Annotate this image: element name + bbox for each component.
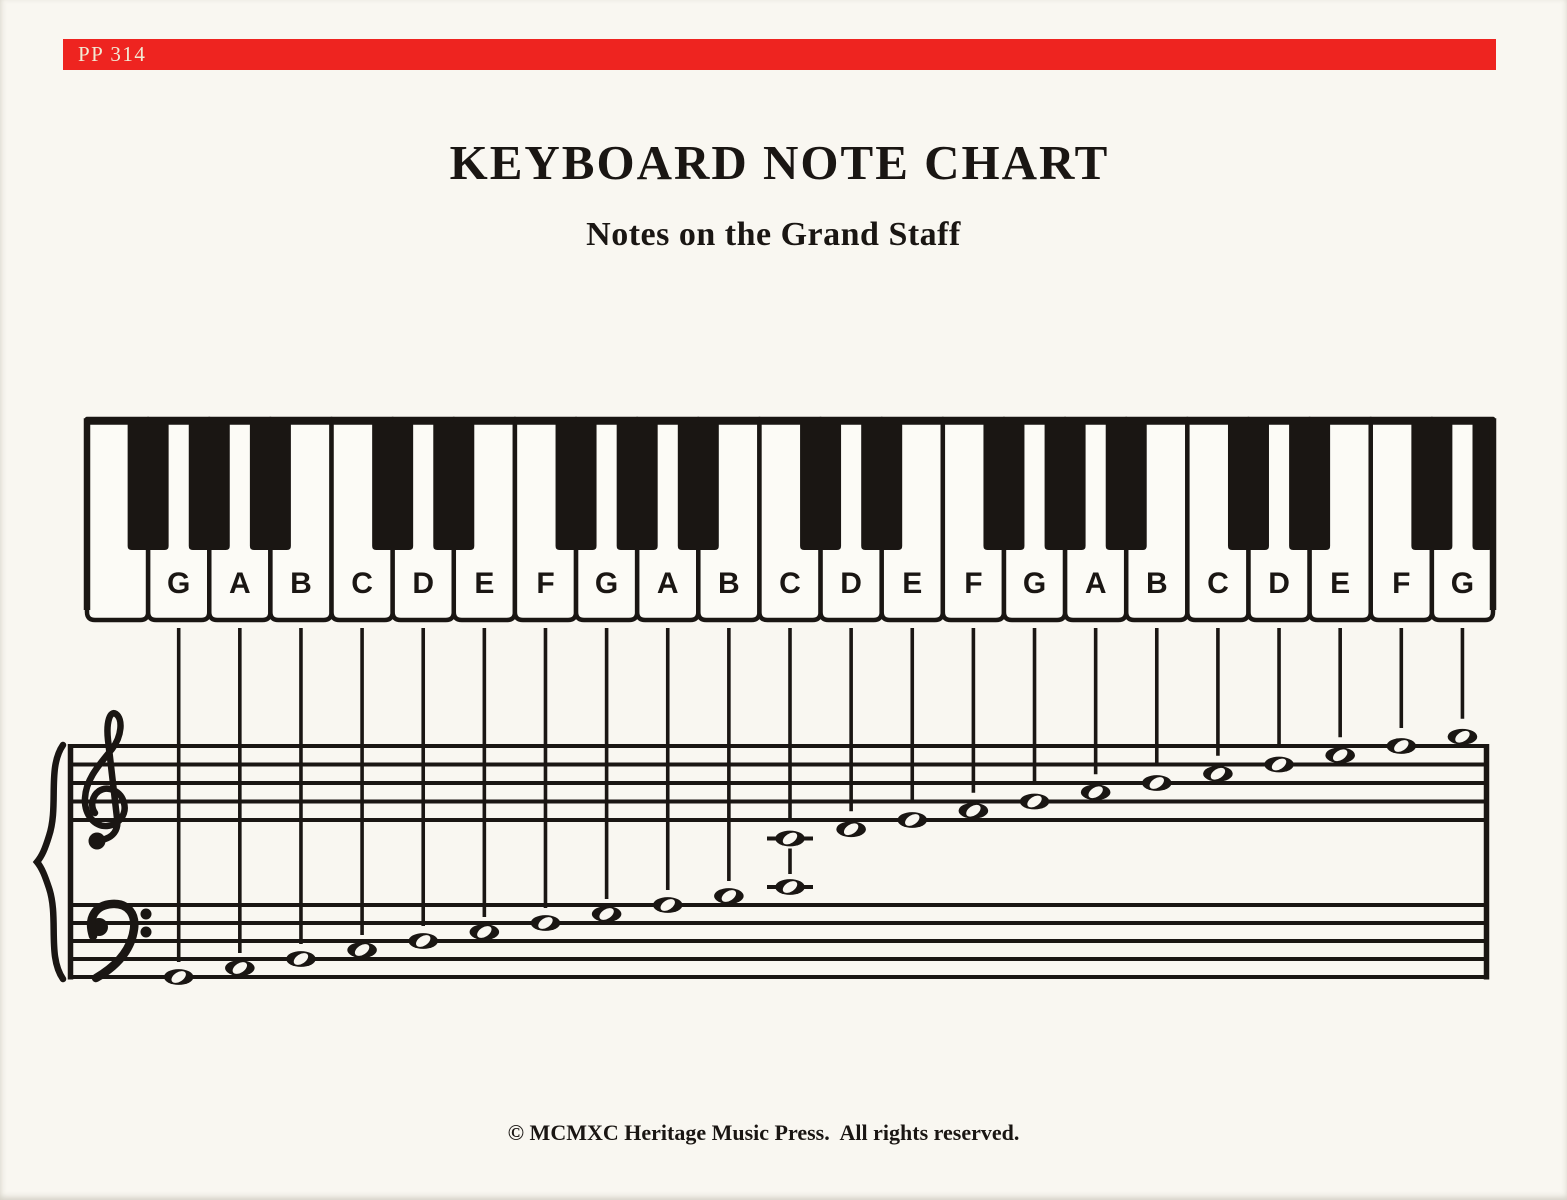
- whole-note-A4: [1080, 784, 1111, 801]
- whole-note-E4: [897, 812, 928, 828]
- whole-note-E3: [469, 924, 500, 940]
- black-key-after-19-D: [1289, 419, 1331, 550]
- whole-note-F5: [1386, 738, 1417, 754]
- page-subtitle: Notes on the Grand Staff: [586, 216, 961, 253]
- black-key-after-15-G: [1044, 419, 1086, 550]
- black-key-after-2-A: [249, 419, 291, 550]
- key-label-9-B: B: [718, 567, 740, 600]
- key-label-20-F: F: [1392, 567, 1410, 600]
- key-label-4-D: D: [412, 567, 434, 600]
- black-key-after-4-C: [372, 419, 414, 550]
- black-key-after-21-F: [1411, 419, 1453, 550]
- black-key-after-18-C: [1227, 419, 1269, 550]
- whole-note-D3: [408, 933, 439, 949]
- whole-note-A3: [652, 897, 683, 913]
- whole-note-A2: [225, 960, 255, 976]
- whole-note-C4-treble: [775, 830, 805, 847]
- grand-staff: [32, 709, 1490, 983]
- black-key-after-9-A: [677, 419, 719, 550]
- key-label-5-E: E: [474, 567, 494, 600]
- black-key-after-11-C: [800, 419, 842, 550]
- key-label-17-C: C: [1207, 567, 1229, 600]
- black-key-after-12-D: [861, 419, 903, 550]
- whole-note-F4: [958, 802, 989, 819]
- whole-note-D5: [1264, 756, 1294, 773]
- key-label-12-E: E: [902, 567, 922, 600]
- black-key-after-0-F: [127, 419, 169, 550]
- key-label-1-A: A: [229, 567, 251, 600]
- key-label-0-G: G: [167, 567, 190, 600]
- whole-note-G4: [1019, 793, 1050, 810]
- key-label-15-A: A: [1085, 567, 1107, 600]
- black-key-after-7-F: [555, 419, 597, 550]
- key-label-2-B: B: [290, 567, 312, 600]
- black-key-after-5-D: [433, 419, 475, 550]
- whole-note-G3: [591, 906, 622, 922]
- notes: [163, 728, 1478, 985]
- black-key-after-14-F: [983, 419, 1025, 550]
- whole-note-D4: [836, 821, 866, 838]
- key-label-7-G: G: [595, 567, 618, 600]
- treble-clef-icon: [81, 709, 128, 850]
- key-label-21-G: G: [1451, 567, 1474, 600]
- whole-note-B3: [714, 888, 744, 904]
- whole-note-C4-bass: [775, 879, 805, 895]
- black-key-after-22-G: [1472, 419, 1493, 550]
- copyright-line: © MCMXC Heritage Music Press. All rights…: [507, 1120, 1020, 1145]
- black-key-after-8-G: [616, 419, 658, 550]
- key-label-11-D: D: [840, 567, 862, 600]
- black-key-after-16-A: [1105, 419, 1147, 550]
- whole-note-C3: [347, 942, 377, 958]
- catalog-code: PP 314: [78, 42, 147, 66]
- page-title: KEYBOARD NOTE CHART: [449, 135, 1110, 190]
- keyboard-outline: [83, 418, 1497, 610]
- whole-note-F3: [530, 915, 561, 931]
- key-label-6-F: F: [536, 567, 554, 600]
- whole-note-G2: [163, 969, 194, 985]
- whole-note-G5: [1447, 728, 1478, 745]
- key-label-3-C: C: [351, 567, 373, 600]
- brace-icon: [32, 741, 67, 983]
- key-label-13-F: F: [964, 567, 982, 600]
- red-banner: PP 314: [63, 39, 1496, 70]
- key-to-note-connector-lines: [176, 628, 1465, 962]
- whole-note-E5: [1325, 747, 1355, 764]
- black-key-after-1-G: [188, 419, 230, 550]
- whole-note-C5: [1203, 765, 1233, 782]
- key-label-8-A: A: [657, 567, 679, 600]
- whole-note-B4: [1141, 775, 1172, 791]
- key-label-16-B: B: [1146, 567, 1168, 600]
- key-label-19-E: E: [1330, 567, 1350, 600]
- key-label-14-G: G: [1023, 567, 1046, 600]
- bass-clef-icon: [86, 899, 152, 983]
- whole-note-B2: [286, 951, 316, 967]
- key-label-18-D: D: [1268, 567, 1290, 600]
- key-label-10-C: C: [779, 567, 801, 600]
